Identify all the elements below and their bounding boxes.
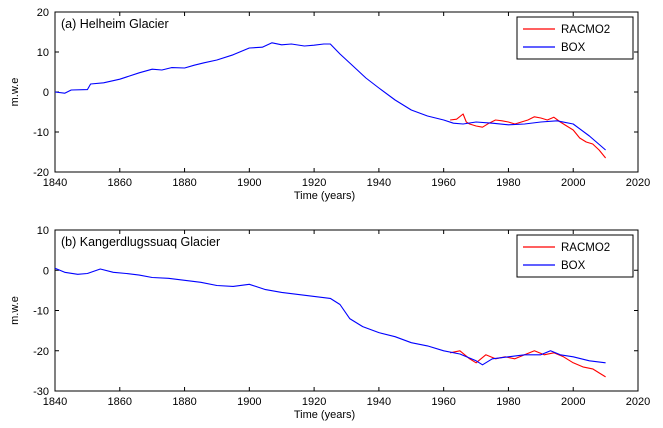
x-tick-label: 1840 xyxy=(43,396,67,408)
legend: RACMO2 BOX xyxy=(516,16,634,60)
y-tick-label: 0 xyxy=(43,87,49,99)
panel-label: (b) Kangerdlugssuaq Glacier xyxy=(61,235,220,249)
y-tick-label: -10 xyxy=(33,306,49,318)
y-tick-label: -20 xyxy=(33,346,49,358)
x-tick-label: 1920 xyxy=(302,396,326,408)
y-tick-label: 10 xyxy=(37,47,49,59)
series-line-box xyxy=(54,267,606,366)
x-tick-label: 1940 xyxy=(367,396,391,408)
y-tick-label: 0 xyxy=(43,265,49,277)
x-tick-label: 2020 xyxy=(626,396,650,408)
y-tick-label: -20 xyxy=(33,167,49,179)
x-axis-label: Time (years) xyxy=(294,409,355,421)
x-tick-label: 1860 xyxy=(108,177,132,189)
x-tick-label: 1980 xyxy=(496,396,520,408)
series-line-racmo2 xyxy=(450,113,607,159)
series-line-box xyxy=(54,42,606,151)
x-tick-label: 1900 xyxy=(237,177,261,189)
legend-entry: RACMO2 xyxy=(561,24,610,36)
legend-box xyxy=(516,234,634,278)
legend-entry: RACMO2 xyxy=(561,242,610,254)
x-tick-label: 1880 xyxy=(172,396,196,408)
x-tick-label: 1860 xyxy=(108,396,132,408)
y-axis-label: m.w.e xyxy=(9,296,21,325)
x-tick-label: 1960 xyxy=(431,177,455,189)
legend-box xyxy=(516,16,634,60)
panel-helheim: 1840 1860 1880 1900 1920 1940 1960 1980 2000 2020… xyxy=(9,7,650,202)
x-axis-label: Time (years) xyxy=(294,190,355,202)
x-tick-label: 2020 xyxy=(626,177,650,189)
x-tick-label: 1940 xyxy=(367,177,391,189)
x-tick-label: 2000 xyxy=(561,177,585,189)
legend-entry: BOX xyxy=(561,260,586,272)
x-tick-label: 1920 xyxy=(302,177,326,189)
x-tick-label: 2000 xyxy=(561,396,585,408)
x-tick-label: 1980 xyxy=(496,177,520,189)
y-tick-label: -10 xyxy=(33,127,49,139)
x-tick-label: 1840 xyxy=(43,177,67,189)
y-tick-label: 10 xyxy=(37,225,49,237)
legend: RACMO2 BOX xyxy=(516,234,634,278)
x-tick-label: 1880 xyxy=(172,177,196,189)
y-tick-label: 20 xyxy=(37,7,49,19)
x-tick-label: 1900 xyxy=(237,396,261,408)
x-tick-label: 1960 xyxy=(431,396,455,408)
panel-label: (a) Helheim Glacier xyxy=(61,17,169,31)
panel-kangerdlugssuaq: 1840 1860 1880 1900 1920 1940 1960 1980 2000 2020… xyxy=(9,225,650,421)
y-axis-label: m.w.e xyxy=(9,78,21,107)
y-tick-label: -30 xyxy=(33,386,49,398)
series-line-racmo2 xyxy=(449,350,606,378)
legend-entry: BOX xyxy=(561,42,586,54)
